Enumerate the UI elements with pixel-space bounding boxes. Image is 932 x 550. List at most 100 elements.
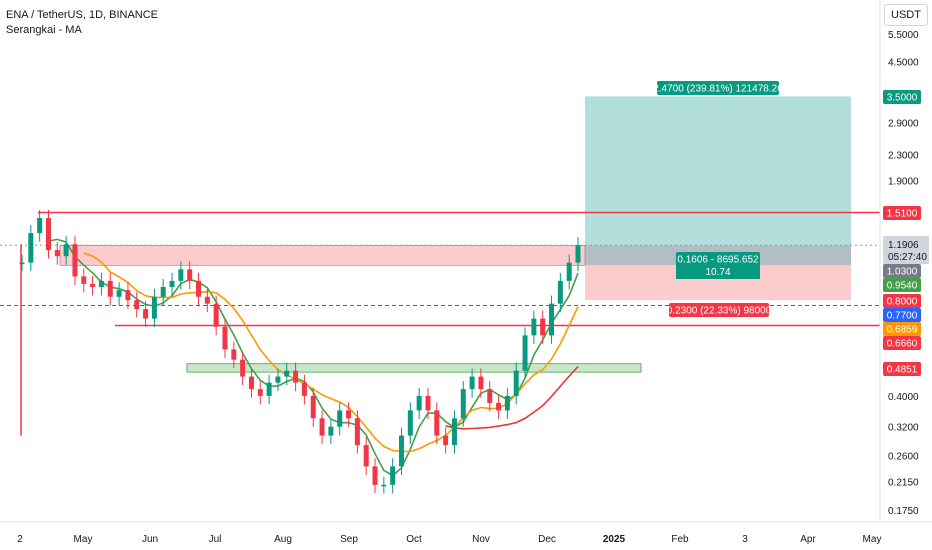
x-tick-label: Aug: [274, 534, 292, 545]
candle-body: [72, 244, 78, 277]
target-zone: [585, 96, 851, 266]
entry-label-2: 10.74: [705, 267, 730, 278]
candle-body: [425, 395, 431, 411]
candles: [19, 210, 581, 494]
x-tick-label: Oct: [406, 534, 422, 545]
price-tag-label: 0.6859: [887, 325, 918, 336]
currency-button[interactable]: USDT: [884, 4, 928, 26]
price-tag: [883, 308, 921, 322]
price-tag: [883, 362, 921, 376]
candle-body: [575, 245, 581, 263]
candle-body: [275, 376, 281, 383]
last-price-label: 1.1906: [888, 240, 919, 251]
price-tag: [883, 90, 921, 104]
price-tag: [883, 336, 921, 350]
candle-body: [460, 389, 466, 419]
x-tick-label: Apr: [800, 534, 816, 545]
resistance-zone: [59, 245, 586, 266]
x-tick-label: Sep: [340, 534, 358, 545]
candle-body: [196, 280, 202, 297]
candle-body: [363, 445, 369, 467]
candle-body: [169, 280, 175, 288]
candle-body: [160, 287, 166, 297]
y-tick-label: 1.9000: [888, 177, 919, 188]
candle-body: [354, 418, 360, 446]
candle-body: [231, 349, 237, 360]
x-tick-label: Jun: [142, 534, 158, 545]
candle-body: [301, 382, 307, 396]
target-label: 2.4700 (239.81%) 121478.26: [653, 84, 783, 95]
candle-body: [513, 370, 519, 396]
ma-fast-line: [48, 238, 579, 477]
x-tick-label: May: [74, 534, 93, 545]
price-tag-label: 3.5000: [887, 93, 918, 104]
price-tag: [883, 294, 921, 308]
x-tick-label: Feb: [671, 534, 689, 545]
y-tick-label: 0.2600: [888, 451, 919, 462]
x-tick-label: Jul: [209, 534, 222, 545]
indicator-label[interactable]: Serangkai - MA: [6, 24, 82, 36]
candle-body: [240, 359, 246, 377]
y-tick-label: 0.1750: [888, 506, 919, 517]
y-tick-label: 4.5000: [888, 58, 919, 69]
x-tick-label: May: [863, 534, 882, 545]
price-tag-label: 0.9540: [887, 281, 918, 292]
y-tick-label: 2.9000: [888, 118, 919, 129]
candle-body: [407, 410, 413, 436]
countdown-label: 05:27:40: [888, 252, 927, 263]
price-tag-label: 1.0300: [887, 267, 918, 278]
candle-body: [522, 335, 528, 371]
candle-body: [540, 318, 546, 336]
target-label-bg: [657, 81, 779, 95]
ma-slow-line: [445, 366, 579, 430]
price-tag: [883, 264, 921, 278]
candle-body: [398, 435, 404, 467]
chart-header: ENA / TetherUS, 1D, BINANCE Serangkai - …: [6, 8, 158, 37]
price-tag: [883, 206, 921, 220]
last-price-box: [883, 236, 929, 264]
candle-body: [372, 466, 378, 485]
stop-label: 0.2300 (22.33%) 98000: [667, 306, 772, 317]
moving-averages: [48, 238, 579, 477]
x-tick-label: 3: [742, 534, 748, 545]
candle-body: [213, 303, 219, 327]
candle-body: [346, 410, 352, 419]
candle-body: [557, 280, 563, 304]
candle-body: [54, 250, 60, 257]
y-tick-label: 0.2150: [888, 478, 919, 489]
candle-body: [469, 376, 475, 390]
price-tag: [883, 322, 921, 336]
x-tick-label: Nov: [472, 534, 490, 545]
candle-body: [90, 283, 96, 288]
entry-label-1: 0.1606 - 8695.652: [677, 255, 759, 266]
candle-body: [451, 418, 457, 446]
candle-body: [187, 269, 193, 281]
candle-body: [293, 370, 299, 383]
candle-body: [143, 309, 149, 319]
position-labels: 2.4700 (239.81%) 121478.26 0.1606 - 8695.…: [653, 81, 783, 317]
candle-body: [328, 426, 334, 436]
candle-body: [390, 466, 396, 485]
candle-body: [504, 395, 510, 411]
candle-body: [549, 303, 555, 336]
candle-body: [319, 418, 325, 436]
price-tag-label: 0.8000: [887, 297, 918, 308]
y-tick-label: 0.4000: [888, 392, 919, 403]
symbol-title[interactable]: ENA / TetherUS, 1D, BINANCE: [6, 9, 159, 21]
price-tag-label: 0.6660: [887, 339, 918, 350]
stop-label-bg: [669, 303, 769, 317]
entry-label-2-bg: [676, 265, 760, 279]
candle-body: [222, 326, 228, 350]
price-tag-label: 0.7700: [887, 311, 918, 322]
x-tick-label: 2025: [603, 534, 626, 545]
candle-body: [98, 280, 104, 288]
candle-body: [116, 290, 122, 297]
price-tag-label: 1.5100: [887, 209, 918, 220]
candle-body: [151, 296, 157, 319]
price-tag: [883, 278, 921, 292]
candle-body: [478, 376, 484, 390]
entry-label-1-bg: [676, 252, 760, 266]
y-tick-label: 2.3000: [888, 150, 919, 161]
